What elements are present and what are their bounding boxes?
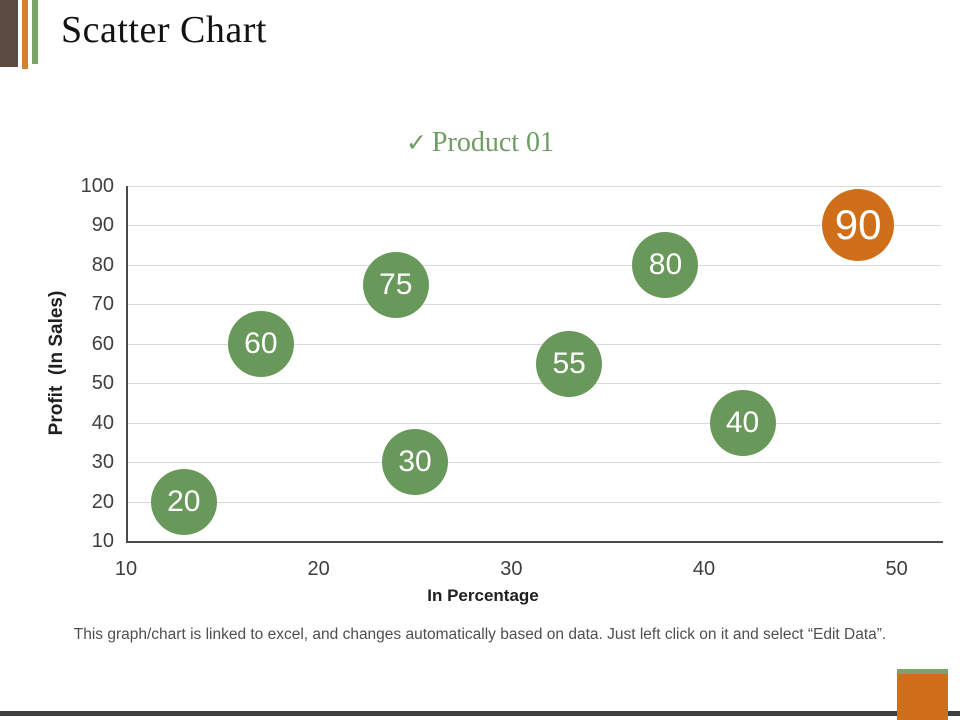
checkmark-icon: ✓: [405, 130, 427, 157]
y-tick-60: 60: [91, 332, 114, 355]
x-axis-title: In Percentage: [427, 586, 539, 605]
data-point-30[interactable]: 30: [382, 429, 448, 496]
y-tick-50: 50: [91, 372, 114, 395]
plot-area[interactable]: [126, 186, 943, 543]
data-point-55[interactable]: 55: [536, 330, 603, 397]
gridline-y-40: [128, 422, 941, 424]
accent-bar-green: [32, 0, 38, 64]
x-tick-20: 20: [307, 558, 330, 580]
x-tick-30: 30: [500, 558, 523, 580]
data-point-40[interactable]: 40: [709, 389, 776, 456]
gridline-y-100: [128, 186, 941, 187]
gridline-y-60: [128, 343, 941, 345]
chart-legend: ✓ Product 01: [0, 127, 960, 159]
data-point-75[interactable]: 75: [362, 251, 429, 318]
data-point-20[interactable]: 20: [150, 468, 217, 535]
gridline-y-20: [128, 501, 941, 503]
y-tick-90: 90: [91, 214, 114, 237]
accent-bar-brown: [0, 0, 18, 67]
gridline-y-30: [128, 462, 941, 464]
x-tick-10: 10: [114, 558, 138, 580]
data-point-60[interactable]: 60: [227, 310, 294, 377]
gridline-y-90: [128, 225, 941, 227]
corner-accent-green: [897, 669, 948, 674]
x-tick-50: 50: [885, 558, 908, 580]
y-tick-80: 80: [91, 253, 114, 276]
gridline-y-50: [128, 383, 941, 385]
bottom-rule: [0, 711, 960, 716]
legend-label: Product 01: [431, 127, 555, 158]
corner-accent-orange: [897, 674, 948, 720]
gridline-y-80: [128, 264, 941, 266]
y-tick-100: 100: [80, 175, 114, 197]
y-tick-70: 70: [91, 293, 114, 316]
accent-bar-orange: [22, 0, 28, 69]
gridline-y-70: [128, 304, 941, 306]
data-point-90[interactable]: 90: [822, 189, 895, 262]
y-tick-20: 20: [91, 490, 114, 513]
y-tick-30: 30: [91, 451, 114, 474]
footer-note: This graph/chart is linked to excel, and…: [73, 626, 887, 643]
data-point-80[interactable]: 80: [632, 231, 699, 298]
y-tick-40: 40: [91, 411, 114, 434]
page-title: Scatter Chart: [61, 9, 267, 51]
y-tick-10: 10: [91, 530, 114, 552]
x-tick-40: 40: [692, 558, 716, 580]
